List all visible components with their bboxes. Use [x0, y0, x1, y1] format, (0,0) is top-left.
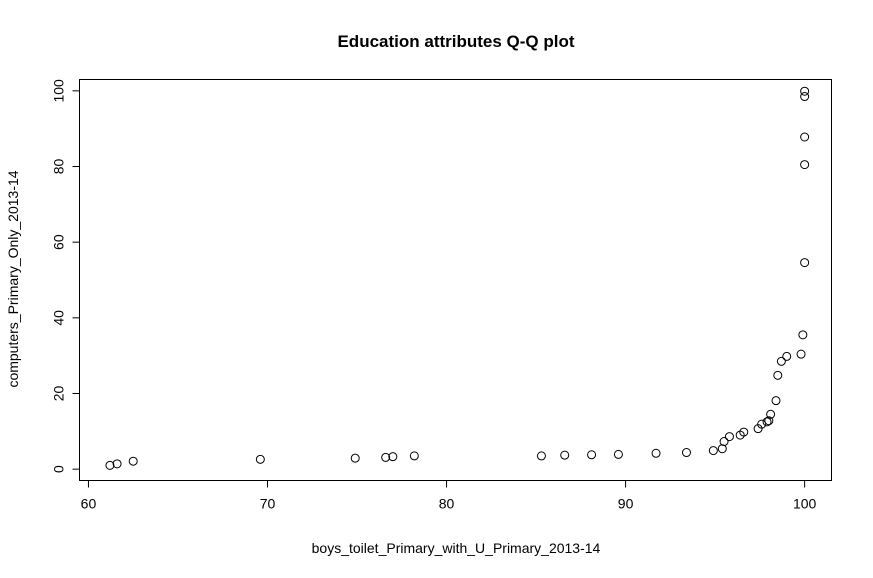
data-points [105, 86, 810, 470]
data-point [782, 351, 792, 361]
y-tick-label: 80 [51, 159, 67, 175]
plot-frame [79, 79, 832, 481]
data-point [766, 409, 776, 419]
data-point [800, 86, 810, 96]
data-point [757, 419, 767, 429]
data-point [800, 160, 810, 170]
data-point [771, 396, 781, 406]
data-point [708, 446, 718, 456]
y-tick-label: 0 [51, 465, 67, 473]
y-axis-label: computers_Primary_Only_2013-14 [5, 170, 21, 387]
data-point [112, 459, 122, 469]
data-point [651, 448, 661, 458]
data-point [773, 370, 783, 380]
chart-title: Education attributes Q-Q plot [337, 32, 574, 51]
data-point [388, 452, 398, 462]
data-point [105, 460, 115, 470]
data-point [800, 132, 810, 142]
data-point [613, 449, 623, 459]
data-point [350, 453, 360, 463]
x-tick-label: 70 [260, 496, 276, 512]
x-tick-label: 90 [618, 496, 634, 512]
data-point [800, 92, 810, 102]
data-point [719, 437, 729, 447]
x-axis: 60 70 80 90 100 [81, 480, 817, 512]
y-tick-label: 60 [51, 234, 67, 250]
data-point [764, 416, 774, 426]
y-tick-label: 40 [51, 310, 67, 326]
data-point [681, 448, 691, 458]
y-axis: 0 20 40 60 80 100 [51, 79, 80, 473]
data-point [255, 454, 265, 464]
data-point [762, 417, 772, 427]
data-point [798, 330, 808, 340]
data-point [800, 258, 810, 268]
x-tick-label: 80 [439, 496, 455, 512]
data-point [587, 450, 597, 460]
data-point [536, 451, 546, 461]
data-point [776, 356, 786, 366]
data-point [717, 444, 727, 454]
data-point [381, 452, 391, 462]
data-point [724, 432, 734, 442]
y-tick-label: 100 [51, 79, 67, 103]
data-point [409, 451, 419, 461]
data-point [560, 450, 570, 460]
data-point [128, 456, 138, 466]
y-tick-label: 20 [51, 385, 67, 401]
x-tick-label: 100 [793, 496, 817, 512]
x-tick-label: 60 [81, 496, 97, 512]
data-point [739, 427, 749, 437]
x-axis-label: boys_toilet_Primary_with_U_Primary_2013-… [312, 540, 601, 556]
data-point [796, 349, 806, 359]
